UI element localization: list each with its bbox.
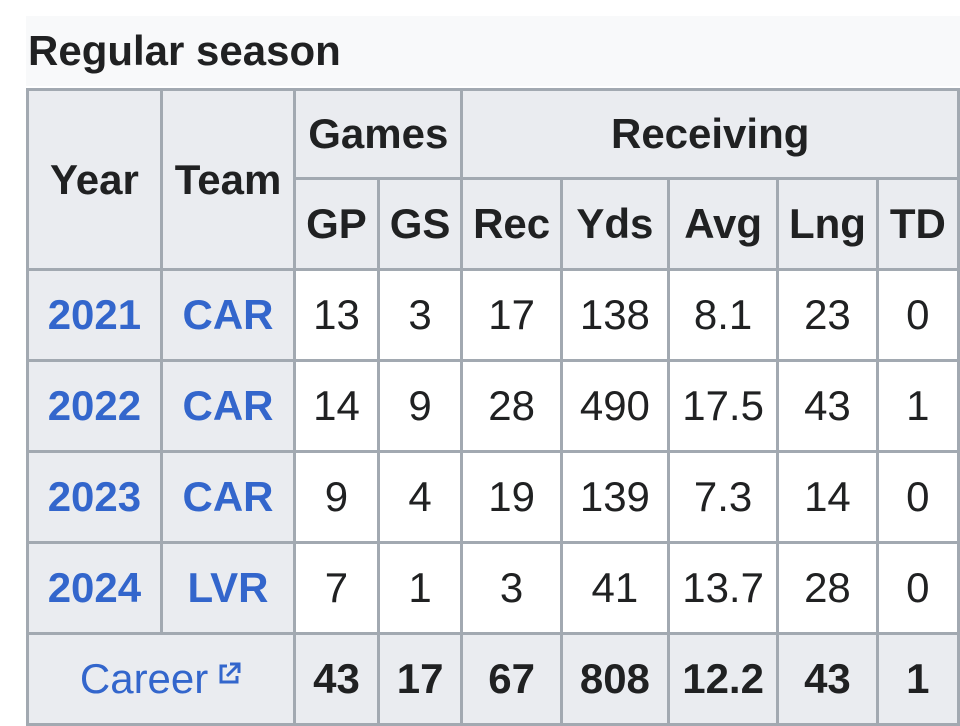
year-link[interactable]: 2021	[26, 268, 163, 362]
stat-gs: 9	[376, 359, 464, 453]
stat-gs: 4	[376, 450, 464, 544]
career-label: Career	[79, 655, 209, 702]
stat-yds: 41	[559, 541, 670, 635]
team-header: Team	[159, 88, 297, 271]
stat-avg: 13.7	[666, 541, 780, 635]
year-header: Year	[26, 88, 163, 271]
table-row: 2022 CAR 14 9 28 490 17.5 43 1	[26, 359, 960, 453]
stat-lng: 28	[776, 541, 879, 635]
career-rec: 67	[460, 632, 563, 726]
year-link[interactable]: 2024	[26, 541, 163, 635]
year-link[interactable]: 2023	[26, 450, 163, 544]
external-link-icon	[219, 662, 241, 684]
stat-lng: 43	[776, 359, 879, 453]
career-gs: 17	[376, 632, 464, 726]
year-link[interactable]: 2022	[26, 359, 163, 453]
col-header-avg: Avg	[666, 177, 780, 271]
header-row-columns: GP GS Rec Yds Avg Lng TD	[28, 177, 960, 271]
table-row: 2024 LVR 7 1 3 41 13.7 28 0	[26, 541, 960, 635]
career-lng: 43	[776, 632, 879, 726]
career-yds: 808	[559, 632, 670, 726]
team-link[interactable]: CAR	[159, 359, 297, 453]
table-row: 2023 CAR 9 4 19 139 7.3 14 0	[26, 450, 960, 544]
career-td: 1	[875, 632, 960, 726]
stat-td: 0	[875, 268, 960, 362]
team-link[interactable]: CAR	[159, 450, 297, 544]
team-link[interactable]: CAR	[159, 268, 297, 362]
receiving-header: Receiving	[460, 88, 960, 180]
career-gp: 43	[293, 632, 380, 726]
stat-rec: 28	[460, 359, 563, 453]
stat-rec: 3	[460, 541, 563, 635]
stat-gs: 1	[376, 541, 464, 635]
table-row: 2021 CAR 13 3 17 138 8.1 23 0	[26, 268, 960, 362]
stat-td: 0	[875, 541, 960, 635]
career-link[interactable]: Career	[25, 632, 297, 726]
games-header: Games	[293, 88, 464, 180]
stat-lng: 14	[776, 450, 879, 544]
col-header-rec: Rec	[460, 177, 563, 271]
stat-gp: 13	[293, 268, 380, 362]
stats-table: Year Team Games Receiving GP GS Rec Yds …	[25, 88, 960, 726]
col-header-td: TD	[875, 177, 960, 271]
stat-yds: 490	[559, 359, 670, 453]
stat-rec: 17	[460, 268, 563, 362]
table-caption: Regular season	[26, 16, 960, 86]
career-avg: 12.2	[666, 632, 780, 726]
stat-yds: 138	[559, 268, 670, 362]
stat-gp: 9	[293, 450, 380, 544]
col-header-lng: Lng	[776, 177, 879, 271]
stat-rec: 19	[460, 450, 563, 544]
stat-avg: 8.1	[666, 268, 780, 362]
team-link[interactable]: LVR	[159, 541, 297, 635]
stat-gs: 3	[376, 268, 464, 362]
stat-gp: 14	[293, 359, 380, 453]
col-header-yds: Yds	[559, 177, 670, 271]
stat-avg: 17.5	[666, 359, 780, 453]
top-bar	[0, 0, 960, 14]
stat-gp: 7	[293, 541, 380, 635]
stat-td: 1	[875, 359, 960, 453]
col-header-gp: GP	[293, 177, 380, 271]
stat-yds: 139	[559, 450, 670, 544]
col-header-gs: GS	[376, 177, 464, 271]
stat-lng: 23	[776, 268, 879, 362]
header-row-groups: Year Team Games Receiving	[26, 88, 960, 271]
career-row: Career 43 17 67 808 12.2 43 1	[25, 632, 960, 726]
stat-avg: 7.3	[666, 450, 780, 544]
stat-td: 0	[875, 450, 960, 544]
